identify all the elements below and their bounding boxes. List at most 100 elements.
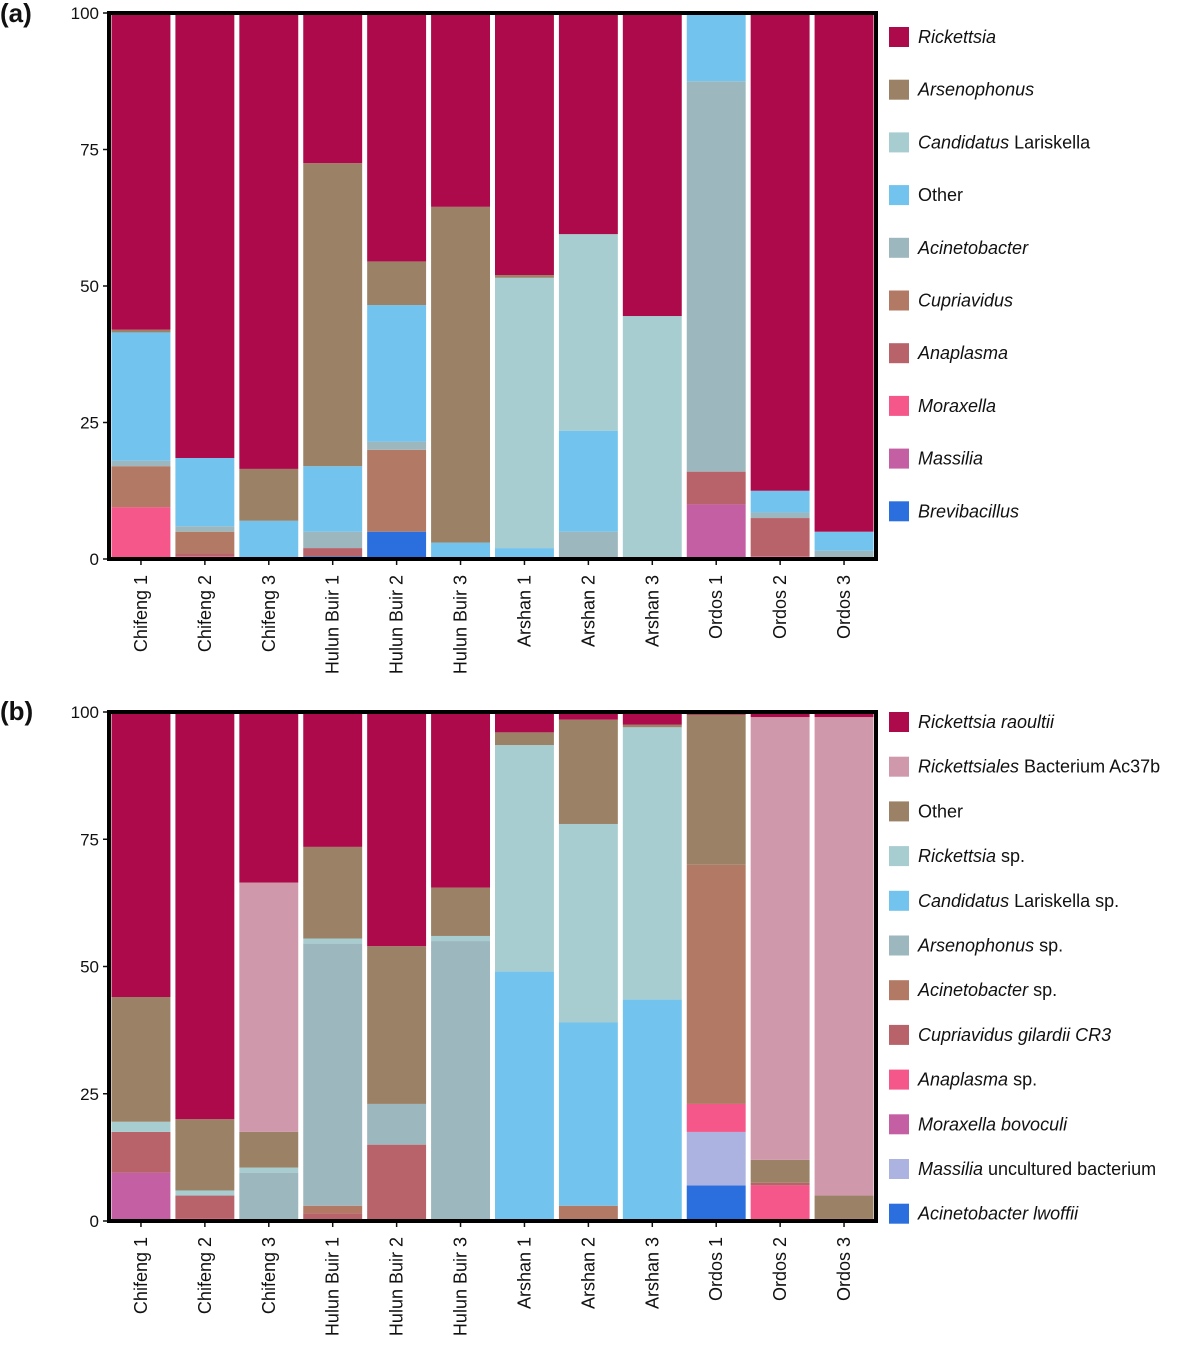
bar-segment-arsenophonus-hulun-buir-2 [367,261,427,306]
bar-segment-rickettsia-sp-arshan-1 [495,745,554,972]
bar-segment-other-ordos-3 [814,1195,874,1219]
x-tick-label-ordos-1: Ordos 1 [706,575,726,639]
bar-segment-other-arshan-1 [495,548,554,559]
legend-label-acinetobacter-sp: Acinetobacter sp. [917,980,1057,1000]
chart-panel-b: (b) 0 25 50 75 100 Chifeng 1 Chifeng 2 Chifeng 3… [0,696,1160,1336]
x-tick-label-ordos-2: Ordos 2 [770,575,790,639]
bar-segment-other-hulun-buir-2 [367,946,427,1104]
bar-segment-cupriavidus-gilardii-cr3-chifeng-1 [111,1131,171,1173]
bar-segment-acinetobacter-hulun-buir-1 [303,531,363,549]
bar-segment-acinetobacter-sp-arshan-2 [558,1205,618,1221]
plot-frame [107,710,878,1223]
legend-label-candidatus-lariskella: Candidatus Lariskella [918,132,1091,152]
legend-swatch-candidatus-lariskella-sp [889,890,909,911]
bar-segment-rickettsia-hulun-buir-1 [303,13,363,164]
bar-segment-other-arshan-2 [558,719,618,824]
bar-segment-cupriavidus-gilardii-cr3-chifeng-2 [175,1195,235,1219]
bar-segment-other-chifeng-1 [111,997,171,1122]
y-tick-label: 100 [71,4,99,23]
x-tick-label-chifeng-3: Chifeng 3 [259,1237,279,1314]
bar-segment-cupriavidus-gilardii-cr3-ordos-2 [750,1182,810,1186]
legend-swatch-acinetobacter-sp [889,980,909,1001]
bar-segment-massilia-ordos-1 [686,504,746,559]
bar-segment-anaplasma-chifeng-2 [175,553,235,557]
plot-frame [107,11,878,561]
bar-segment-massilia-uncultured-bacterium-ordos-1 [686,1131,746,1186]
bar-segment-other-ordos-1 [686,714,746,865]
bar-segment-rickettsia-sp-chifeng-3 [239,1167,299,1173]
bar-segment-other-hulun-buir-2 [367,305,427,442]
bar-segment-other-ordos-2 [750,490,810,513]
legend-label-cupriavidus: Cupriavidus [918,291,1013,311]
bar-segment-anaplasma-ordos-1 [686,471,746,505]
panel-label: (b) [0,696,33,726]
legend-label-moraxella-bovoculi: Moraxella bovoculi [918,1114,1068,1134]
bar-segment-rickettsia-arshan-2 [558,13,618,235]
legend-swatch-anaplasma [889,343,909,364]
x-tick-label-hulun-buir-2: Hulun Buir 2 [387,1237,407,1336]
legend-swatch-other [889,801,909,822]
bar-segment-cupriavidus-hulun-buir-2 [367,449,427,532]
x-tick-label-ordos-1: Ordos 1 [706,1237,726,1301]
legend-swatch-other [889,185,909,206]
bar-segment-rickettsia-sp-hulun-buir-3 [431,935,490,942]
bar-segment-arsenophonus-hulun-buir-1 [303,163,363,467]
bar-segment-cupriavidus-gilardii-cr3-hulun-buir-2 [367,1144,427,1221]
x-tick-label-hulun-buir-1: Hulun Buir 1 [323,1237,343,1336]
bar-segment-candidatus-lariskella-sp-arshan-3 [622,999,682,1221]
bar-segment-rickettsia-sp-chifeng-2 [175,1190,235,1196]
bar-segment-rickettsia-chifeng-2 [175,13,235,458]
legend-label-anaplasma: Anaplasma [917,343,1008,363]
legend-swatch-acinetobacter-lwoffii [889,1203,909,1224]
bar-segment-other-arshan-1 [495,732,554,746]
bar-segment-anaplasma-sp-ordos-1 [686,1103,746,1132]
x-tick-label-ordos-3: Ordos 3 [834,1237,854,1301]
bar-segment-rickettsia-sp-hulun-buir-1 [303,938,363,944]
bar-segment-rickettsia-raoultii-ordos-3 [814,712,874,718]
bar-segment-acinetobacter-arshan-2 [558,531,618,559]
legend-swatch-rickettsia [889,27,909,47]
legend-label-arsenophonus: Arsenophonus [917,80,1034,100]
x-tick-label-hulun-buir-3: Hulun Buir 3 [451,1237,471,1336]
bar-segment-cupriavidus-chifeng-1 [111,466,171,508]
x-tick-label-chifeng-2: Chifeng 2 [195,575,215,652]
bar-segment-candidatus-lariskella-arshan-1 [495,277,554,549]
x-tick-label-chifeng-2: Chifeng 2 [195,1237,215,1314]
bar-segment-rickettsia-raoultii-chifeng-3 [239,712,299,883]
bar-segment-rickettsia-raoultii-hulun-buir-1 [303,712,363,847]
bar-segment-rickettsiales-bacterium-ac37b-chifeng-3 [239,882,299,1132]
bar-segment-other-hulun-buir-3 [431,887,490,936]
bar-segment-other-arshan-3 [622,724,682,728]
x-tick-label-arshan-3: Arshan 3 [642,1237,662,1309]
bar-segment-rickettsia-sp-chifeng-1 [111,1121,171,1132]
bar-segment-rickettsia-arshan-3 [622,13,682,317]
legend-label-acinetobacter: Acinetobacter [917,238,1029,258]
legend-label-cupriavidus-gilardii-cr3: Cupriavidus gilardii CR3 [918,1025,1111,1045]
legend-swatch-massilia [889,448,909,469]
bar-segment-other-chifeng-2 [175,457,235,527]
bar-segment-arsenophonus-sp-hulun-buir-3 [431,941,490,1221]
legend-label-acinetobacter-lwoffii: Acinetobacter lwoffii [917,1204,1079,1224]
bar-segment-arsenophonus-sp-hulun-buir-1 [303,943,363,1206]
bar-segment-anaplasma-sp-ordos-2 [750,1185,810,1221]
legend-swatch-rickettsia-sp [889,846,909,867]
legend-label-brevibacillus: Brevibacillus [918,501,1019,521]
bar-segment-rickettsia-hulun-buir-3 [431,13,490,207]
legend-label-massilia: Massilia [918,449,983,469]
legend-label-arsenophonus-sp: Arsenophonus sp. [917,936,1063,956]
bar-segment-rickettsia-raoultii-arshan-3 [622,712,682,725]
bar-segment-arsenophonus-sp-chifeng-3 [239,1172,299,1221]
bar-segment-other-chifeng-1 [111,332,171,461]
bar-segment-acinetobacter-ordos-2 [750,512,810,519]
panel-label: (a) [0,0,32,28]
bar-segment-other-ordos-3 [814,531,874,551]
bar-segment-anaplasma-hulun-buir-1 [303,548,363,557]
legend-label-massilia-uncultured-bacterium: Massilia uncultured bacterium [918,1159,1156,1179]
y-tick-label: 75 [80,141,99,160]
bar-segment-acinetobacter-sp-ordos-1 [686,864,746,1104]
bar-segment-rickettsia-ordos-3 [814,13,874,532]
legend-swatch-massilia-uncultured-bacterium [889,1159,909,1179]
legend-swatch-rickettsia-raoultii [889,712,909,732]
bar-segment-rickettsia-raoultii-hulun-buir-2 [367,712,427,947]
legend-label-other: Other [918,185,963,205]
